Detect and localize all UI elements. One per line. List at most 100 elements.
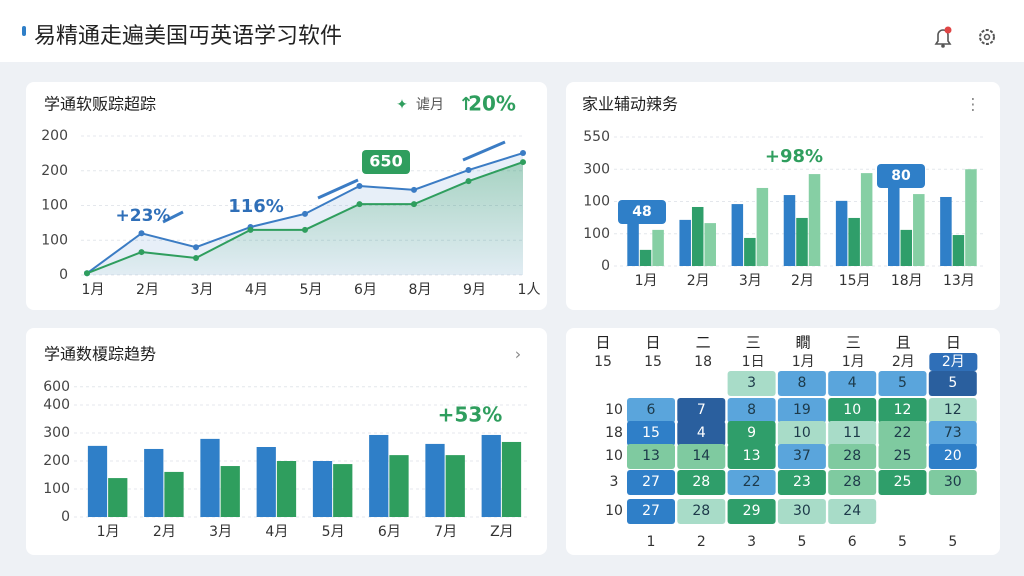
cell-value: 12 <box>894 402 912 418</box>
y-tick-label: 100 <box>583 194 610 210</box>
calendar-cell <box>677 421 726 446</box>
bar <box>481 434 501 517</box>
cell-value: 13 <box>743 448 761 464</box>
bar <box>369 434 389 517</box>
cell-value: 23 <box>793 474 811 490</box>
point <box>356 183 363 190</box>
y-tick-label: 200 <box>41 163 68 179</box>
x-tick-label: 18月 <box>891 273 923 289</box>
point <box>138 230 145 237</box>
cell-value: 13 <box>642 448 660 464</box>
bar <box>652 229 664 266</box>
x-tick-label: 3月 <box>209 524 232 540</box>
chevron-icon[interactable]: › <box>515 345 521 364</box>
cell-value: 19 <box>793 402 811 418</box>
area <box>87 162 523 275</box>
bar <box>756 187 769 266</box>
x-tick-label: Z月 <box>490 524 514 540</box>
x-tick-label: 9月 <box>463 282 486 298</box>
bar <box>835 200 848 266</box>
bell-icon[interactable] <box>934 26 952 48</box>
menu-icon[interactable]: ⋮ <box>965 95 981 114</box>
cell-value: 15 <box>642 425 660 441</box>
cell-value: 10 <box>843 402 861 418</box>
bar <box>256 447 276 517</box>
x-tick-label: 2月 <box>687 273 710 289</box>
bar <box>796 217 808 266</box>
calendar-cell <box>727 398 776 423</box>
bar <box>164 471 184 517</box>
footer-label: 6 <box>848 534 857 550</box>
settings-icon[interactable] <box>979 29 995 45</box>
bar <box>501 441 522 517</box>
bar <box>952 235 965 266</box>
calendar-cell <box>878 421 927 446</box>
point <box>520 150 526 157</box>
point <box>302 210 308 217</box>
annotation: 116% <box>228 196 284 217</box>
app-title: 易精通走遍美国丏英语学习软件 <box>34 24 342 49</box>
bar <box>808 174 821 266</box>
cell-value: 8 <box>747 402 756 418</box>
x-tick-label: 1月 <box>97 524 120 540</box>
day-header: 二 <box>696 334 711 352</box>
y-tick-label: 100 <box>41 198 68 214</box>
row-label: 10 <box>605 448 623 464</box>
bar <box>965 169 977 266</box>
calendar-cell <box>878 444 927 469</box>
annotation: +23% <box>116 206 171 226</box>
point <box>520 159 526 166</box>
bar <box>704 223 716 266</box>
y-tick-label: 0 <box>601 258 610 274</box>
calendar-cell <box>928 398 977 423</box>
annotation-box <box>877 164 925 188</box>
y-tick-label: 0 <box>59 267 68 283</box>
x-tick-label: 1人 <box>518 282 541 298</box>
cell-value: 37 <box>793 448 811 464</box>
calendar-cell <box>928 421 977 446</box>
x-tick-label: 1月 <box>82 282 105 298</box>
bar <box>200 438 220 517</box>
day-header: 日 <box>595 334 610 352</box>
cell-value: 73 <box>944 425 962 441</box>
calendar-cell <box>677 398 726 423</box>
y-tick-label: 200 <box>43 453 70 469</box>
calendar-cell <box>627 444 675 469</box>
day-header: 且 <box>896 334 911 352</box>
cell-value: 28 <box>692 474 710 490</box>
cell-value: 5 <box>948 375 957 391</box>
annotation: 48 <box>632 204 651 220</box>
bar <box>691 206 704 266</box>
point <box>302 226 308 233</box>
bar <box>679 219 691 266</box>
calendar-cell <box>777 421 826 446</box>
day-header: 日 <box>646 334 661 352</box>
bar <box>425 443 445 517</box>
date-header: 1月 <box>792 354 815 370</box>
point <box>138 249 145 256</box>
y-tick-label: 100 <box>41 232 68 248</box>
cell-value: 28 <box>843 474 861 490</box>
calendar-cell <box>777 444 826 469</box>
annotation: +98% <box>765 146 823 167</box>
x-tick-label: 3月 <box>739 273 762 289</box>
footer-label: 5 <box>898 534 907 550</box>
x-tick-label: 5月 <box>322 524 345 540</box>
annotation: 650 <box>369 152 402 171</box>
footer-label: 5 <box>948 534 957 550</box>
cell-value: 3 <box>747 375 756 391</box>
x-tick-label: 8月 <box>409 282 432 298</box>
cell-value: 11 <box>843 425 861 441</box>
arrow-decor <box>317 178 359 200</box>
cell-value: 22 <box>743 474 761 490</box>
cell-value: 8 <box>797 375 806 391</box>
calendar-cell <box>878 398 927 423</box>
y-tick-label: 400 <box>43 397 70 413</box>
cell-value: 5 <box>898 375 907 391</box>
panel <box>566 82 1000 310</box>
calendar-cell <box>777 398 826 423</box>
date-header: 2月 <box>892 354 915 370</box>
cell-value: 20 <box>944 448 962 464</box>
calendar-cell <box>928 371 977 396</box>
